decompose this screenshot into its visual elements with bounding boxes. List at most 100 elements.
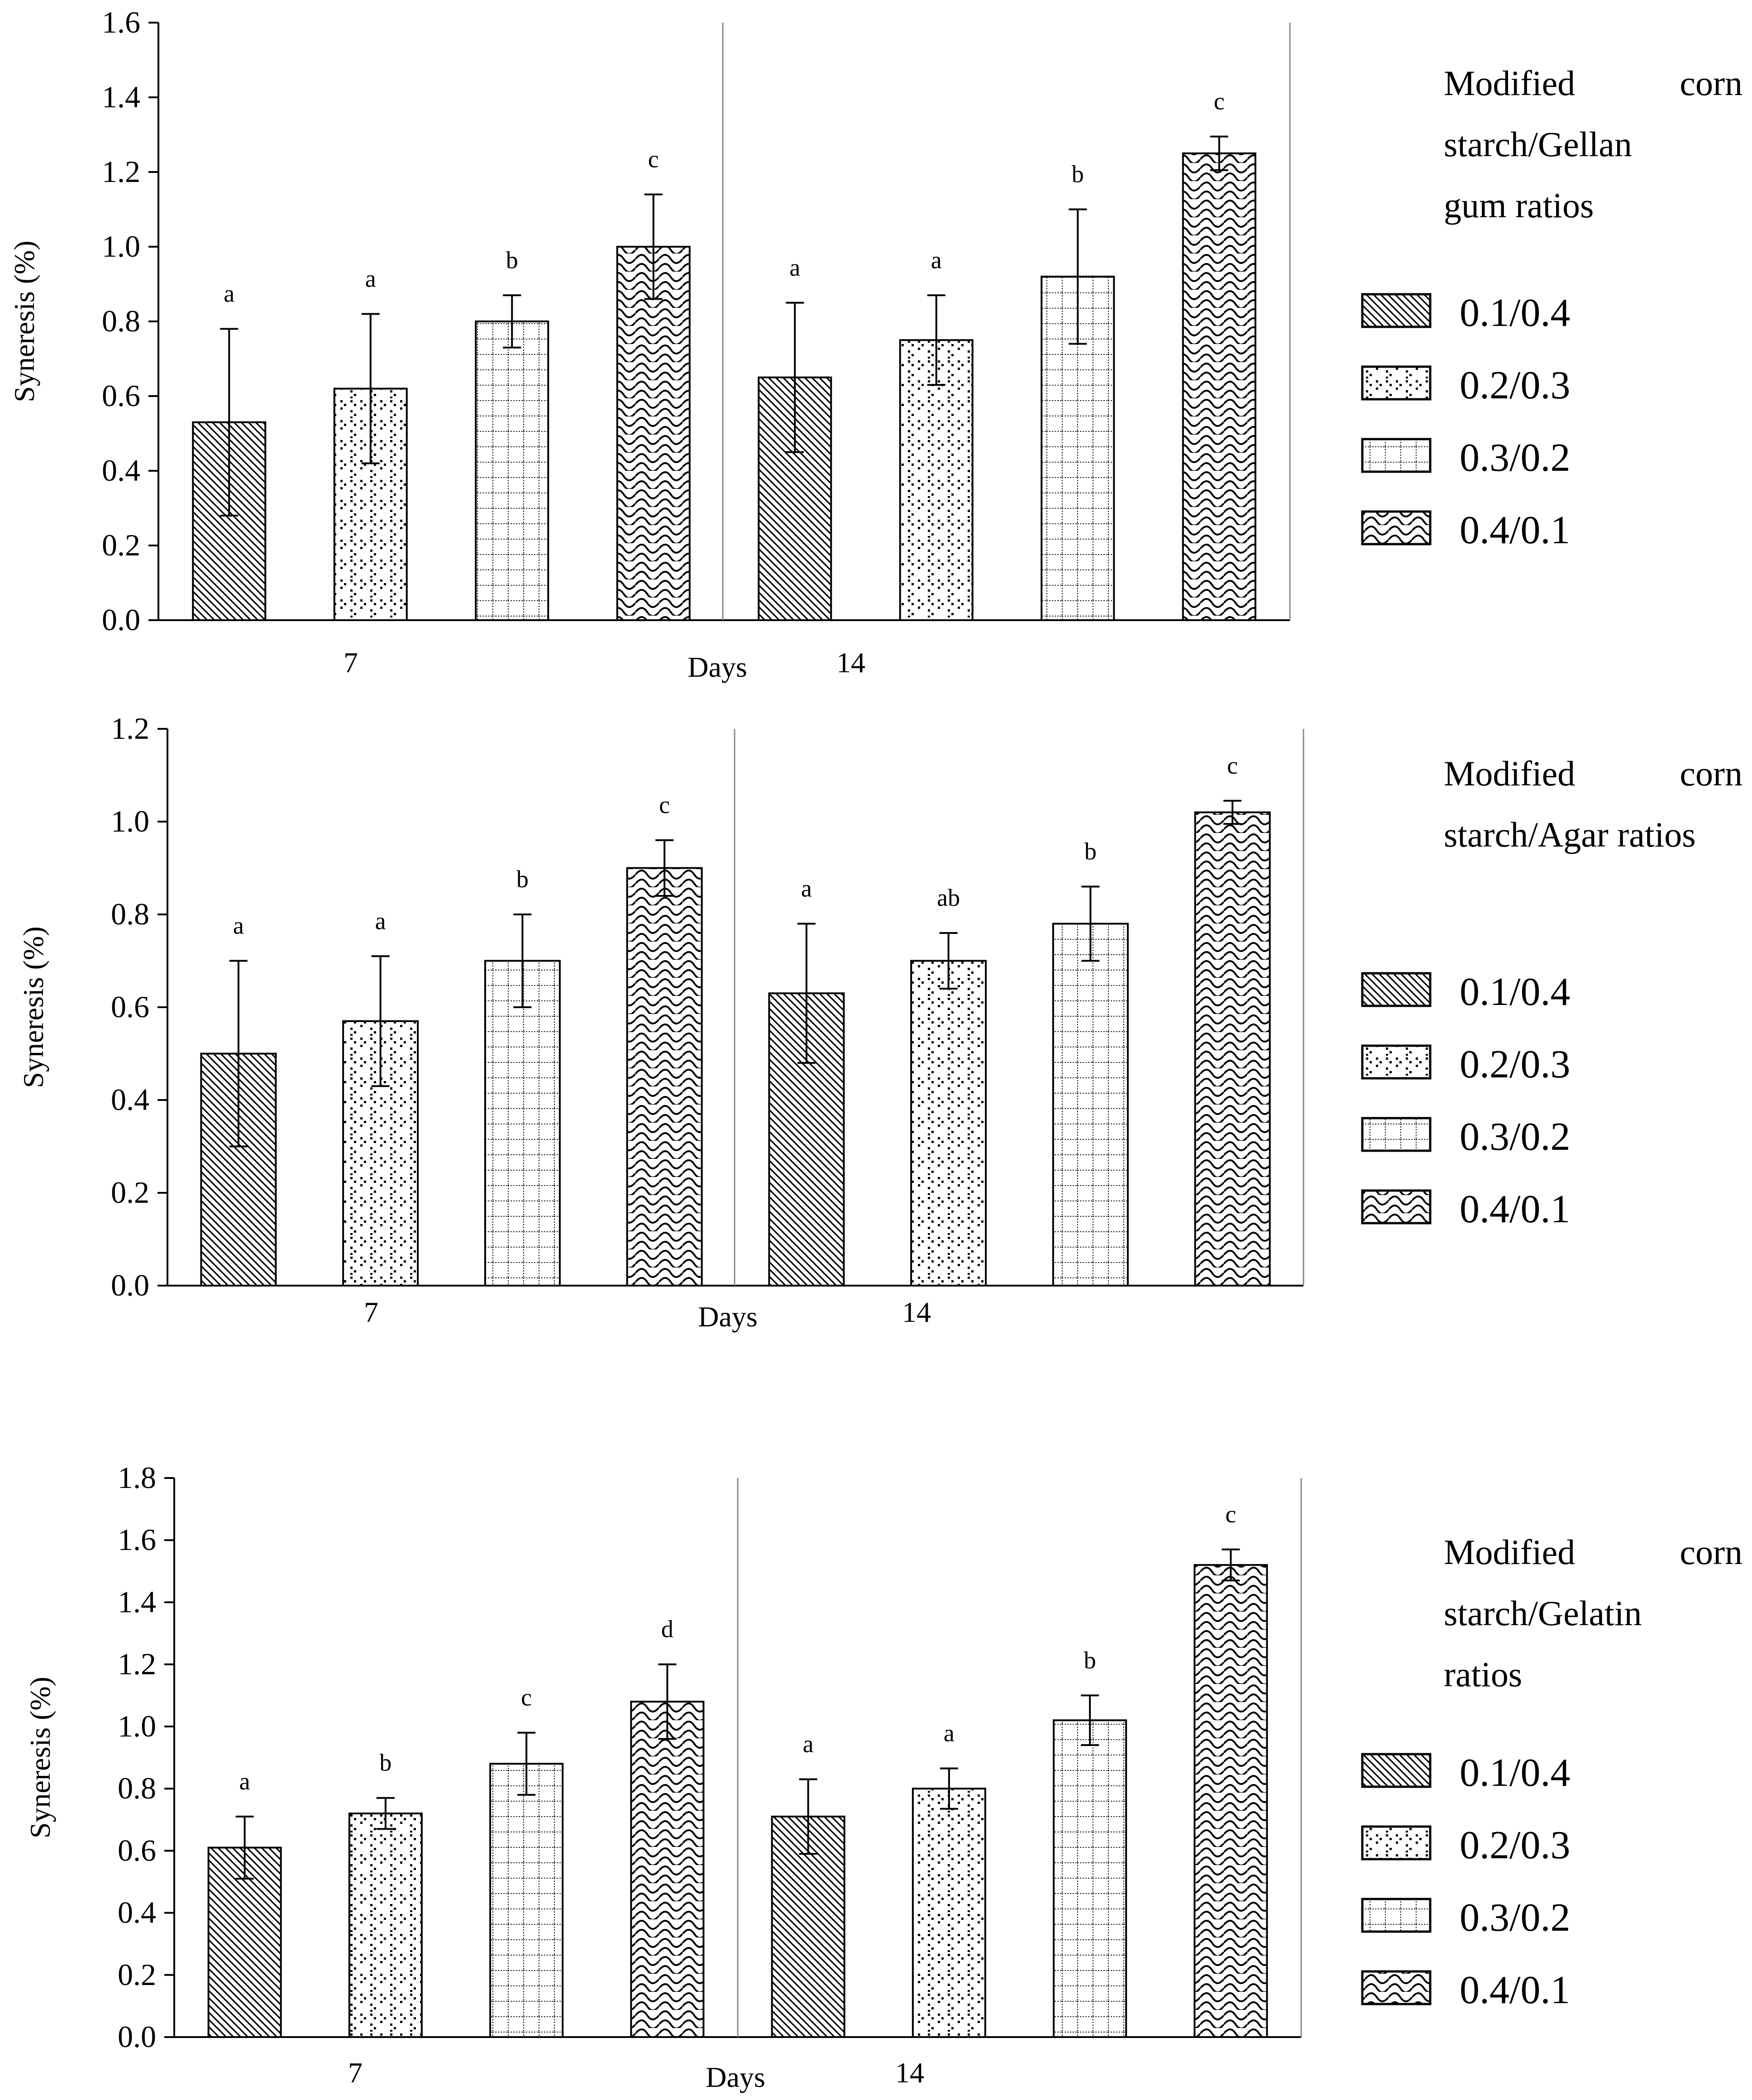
y-tick-label: 1.2: [111, 711, 149, 746]
bar: [1052, 923, 1129, 1287]
significance-letter: b: [379, 1749, 391, 1776]
y-axis-title: Syneresis (%): [8, 240, 40, 402]
y-tick-label: 0.8: [102, 304, 140, 338]
legend-label: 0.2/0.3: [1460, 1823, 1570, 1867]
legend-label: 0.2/0.3: [1460, 1043, 1570, 1086]
bar: [484, 960, 561, 1287]
legend-swatch: [1361, 438, 1432, 473]
x-category-label: 7: [348, 2057, 363, 2089]
bar: [616, 246, 691, 621]
y-tick-label: 1.2: [102, 154, 140, 189]
bar: [1053, 1719, 1127, 2038]
significance-letter: b: [1072, 161, 1084, 188]
y-tick-label: 0.2: [102, 528, 140, 562]
legend-title: starch/Agar ratios: [1444, 815, 1696, 854]
legend-label: 0.1/0.4: [1460, 970, 1570, 1014]
significance-letter: a: [224, 280, 234, 307]
y-tick-label: 1.0: [118, 1709, 156, 1743]
legend-swatch: [1361, 1044, 1432, 1080]
legend-swatch: [1361, 1825, 1432, 1861]
legend-title: corn: [1680, 63, 1742, 103]
significance-letter: a: [239, 1768, 250, 1795]
bar: [1193, 1564, 1268, 2038]
significance-letter: b: [1084, 1646, 1096, 1674]
legend-title: corn: [1680, 1532, 1742, 1572]
legend-label: 0.3/0.2: [1460, 436, 1570, 480]
legend-title: gum ratios: [1444, 186, 1594, 225]
legend-title: Modified: [1444, 754, 1575, 793]
y-tick-label: 1.0: [111, 804, 149, 838]
y-tick-label: 0.2: [111, 1175, 149, 1210]
x-category-label: 14: [836, 646, 865, 679]
x-category-label: 14: [902, 1296, 931, 1328]
significance-letter: c: [659, 791, 670, 818]
bar: [1194, 811, 1271, 1287]
significance-letter: c: [1214, 88, 1225, 115]
legend-title: ratios: [1444, 1655, 1522, 1694]
significance-letter: a: [803, 1731, 814, 1758]
y-tick-label: 1.6: [102, 5, 140, 39]
chart-panel-2: 0.0 0.2 0.4 0.6 0.8 1.0 1.2 Syneresis (%) a a a ab b…: [17, 711, 1742, 1333]
y-tick-label: 0.6: [102, 378, 140, 413]
significance-letter: a: [944, 1720, 955, 1747]
significance-letter: b: [516, 866, 529, 893]
legend-label: 0.4/0.1: [1460, 1968, 1570, 2012]
legend-label: 0.3/0.2: [1460, 1896, 1570, 1940]
bar: [348, 1813, 423, 2038]
y-tick-label: 1.2: [118, 1647, 156, 1681]
significance-letter: b: [1084, 838, 1097, 865]
y-tick-label: 0.8: [111, 897, 149, 931]
x-category-label: 7: [344, 646, 358, 679]
chart-panel-1: 0.0 0.2 0.4 0.6 0.8 1.0 1.2 1.4 1.6 Syneresis (%)…: [8, 5, 1742, 683]
significance-letter: ab: [937, 884, 960, 911]
significance-letter: b: [506, 246, 518, 273]
y-tick-label: 1.8: [118, 1460, 156, 1495]
y-tick-label: 0.2: [118, 1957, 156, 1992]
y-tick-label: 1.4: [118, 1584, 156, 1619]
y-tick-label: 0.6: [111, 990, 149, 1024]
x-axis-title: Days: [706, 2061, 765, 2093]
y-tick-label: 0.0: [118, 2019, 156, 2054]
y-tick-label: 1.0: [102, 229, 140, 263]
significance-letter: a: [931, 246, 942, 273]
y-axis-title: Syneresis (%): [17, 926, 49, 1088]
x-axis-title: Days: [687, 651, 747, 683]
legend-swatch: [1361, 365, 1432, 401]
x-category-label: 7: [364, 1296, 378, 1328]
significance-letter: d: [661, 1616, 673, 1643]
x-category-label: 14: [895, 2057, 924, 2089]
legend-swatch: [1361, 293, 1432, 328]
y-tick-label: 0.4: [102, 453, 140, 488]
significance-letter: c: [1225, 1501, 1236, 1528]
bar: [626, 867, 703, 1287]
y-axis-title: Syneresis (%): [24, 1677, 56, 1838]
legend-title: corn: [1680, 754, 1742, 793]
bar: [475, 321, 549, 621]
legend-swatch: [1361, 1898, 1432, 1933]
y-tick-label: 0.4: [111, 1082, 149, 1117]
bar: [1182, 152, 1256, 621]
legend-swatch: [1361, 510, 1432, 545]
y-tick-label: 0.0: [102, 603, 140, 637]
legend-swatch: [1361, 972, 1432, 1007]
legend-label: 0.3/0.2: [1460, 1115, 1570, 1159]
y-tick-label: 1.4: [102, 80, 140, 114]
bar: [342, 1020, 419, 1287]
legend-swatch: [1361, 1189, 1432, 1225]
legend-label: 0.1/0.4: [1460, 291, 1570, 335]
bar: [192, 421, 267, 621]
legend-label: 0.4/0.1: [1460, 508, 1570, 552]
significance-letter: a: [801, 875, 812, 902]
significance-letter: a: [375, 907, 386, 934]
y-tick-label: 0.4: [118, 1895, 156, 1930]
bar: [912, 1788, 986, 2038]
x-axis-title: Days: [698, 1301, 758, 1333]
chart-panel-3: 0.0 0.2 0.4 0.6 0.8 1.0 1.2 1.4 1.6 1.8 Syneresis …: [24, 1460, 1742, 2093]
y-tick-label: 0.8: [118, 1771, 156, 1805]
significance-letter: c: [648, 146, 659, 173]
legend-label: 0.2/0.3: [1460, 364, 1570, 407]
legend-swatch: [1361, 1117, 1432, 1152]
legend-title: starch/Gellan: [1444, 124, 1632, 164]
legend-title: starch/Gelatin: [1444, 1593, 1642, 1633]
